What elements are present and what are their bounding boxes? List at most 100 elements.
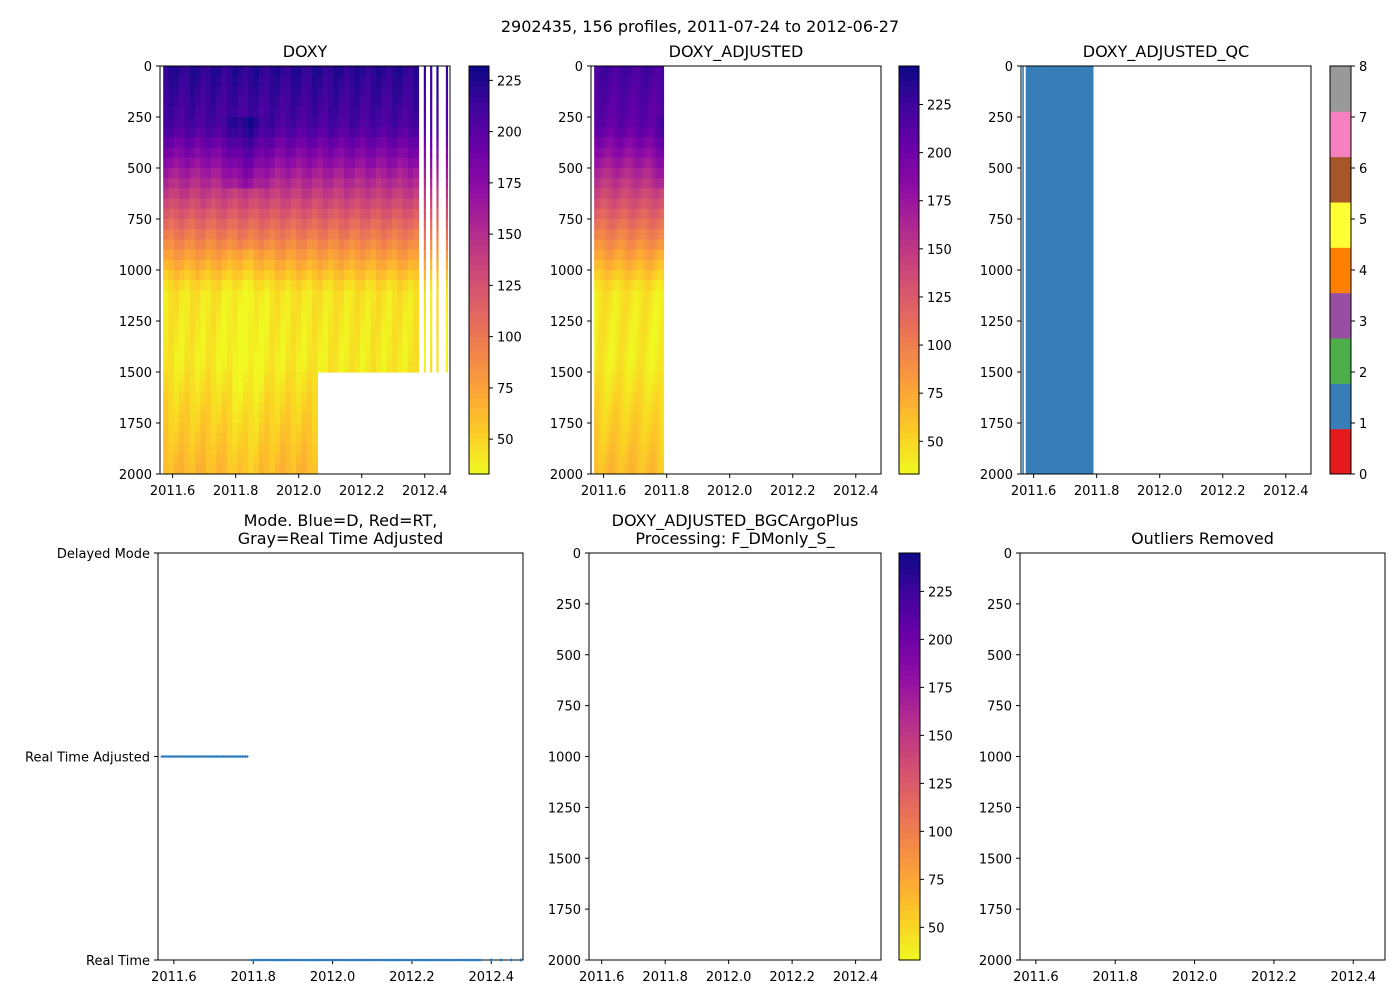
colorbar-segment [469,402,489,409]
heatmap-cell [656,300,659,312]
heatmap-cell [354,310,361,322]
heatmap-cell [612,259,615,271]
heatmap-cell [595,412,598,424]
heatmap-cell [625,321,628,332]
heatmap-cell [612,280,615,291]
heatmap-cell [620,361,623,373]
heatmap-cell [226,198,233,210]
heatmap-cell [659,249,662,261]
heatmap-cell [595,361,598,373]
heatmap-cell [643,310,646,322]
heatmap-cell [290,433,297,444]
heatmap-cell [375,86,382,98]
heatmap-cell [617,249,620,261]
heatmap-cell [359,76,366,87]
heatmap-cell [386,168,393,179]
heatmap-cell [643,392,646,404]
y-tick-label: 250 [556,598,581,613]
heatmap-cell [604,86,607,98]
heatmap-cell [651,117,654,128]
heatmap-cell [306,96,313,108]
heatmap-cell [646,453,649,465]
heatmap-cell [650,423,653,434]
heatmap-cell [189,280,196,291]
heatmap-cell [654,361,657,373]
colorbar-segment [899,766,920,773]
heatmap-cell [344,331,350,342]
colorbar-segment [899,919,920,925]
heatmap-cell [654,423,657,434]
y-tick-label: Delayed Mode [57,547,150,562]
heatmap-cell [189,290,196,302]
heatmap-cell [657,147,660,159]
heatmap-cell [633,249,636,261]
heatmap-cell [633,219,636,230]
heatmap-cell [195,290,201,302]
heatmap-cell [599,331,602,342]
mode-point [366,958,369,962]
colorbar-segment [899,244,919,251]
heatmap-cell [312,106,319,118]
heatmap-cell [660,127,663,138]
heatmap-cell [627,412,630,424]
heatmap-cell [359,137,366,149]
y-tick-label: 0 [573,547,581,562]
heatmap-cell [264,147,271,159]
heatmap-cell [653,147,656,159]
colorbar-segment [899,76,919,82]
heatmap-cell [386,117,393,128]
heatmap-cell [647,321,650,332]
heatmap-cell [643,453,646,465]
heatmap-cell [610,351,613,363]
heatmap-cell [359,188,366,200]
colorbar-segment [899,664,920,671]
heatmap-cell [660,280,663,291]
heatmap-cell [614,249,617,261]
heatmap-cell [636,147,639,159]
heatmap-cell [631,382,634,393]
heatmap-cell [200,433,207,444]
heatmap-cell [653,270,656,281]
heatmap-cell [301,453,308,465]
heatmap-cell [623,178,626,189]
heatmap-cell [607,382,610,393]
heatmap-cell [386,157,393,169]
heatmap-cell [184,127,191,138]
x-tick-label: 2012.4 [402,484,448,499]
mode-point [489,958,493,962]
heatmap-cell [610,392,613,404]
heatmap-cell [237,137,244,149]
heatmap-cell [630,96,633,108]
heatmap-cell [312,300,319,312]
heatmap-cell [599,117,602,128]
heatmap-cell [173,96,180,108]
colorbar-segment [899,326,919,332]
heatmap-cell [184,117,191,128]
heatmap-cell [650,351,653,363]
heatmap-cell [333,331,340,342]
heatmap-cell [349,310,356,322]
heatmap-cell [370,147,377,159]
heatmap-cell [646,402,649,414]
colorbar-segment [899,178,919,184]
heatmap-cell [242,157,249,169]
colorbar-segment [899,219,919,225]
heatmap-cell [354,66,361,77]
heatmap-cell [657,270,660,281]
heatmap-cell [184,280,191,291]
heatmap-cell [621,147,624,159]
heatmap-cell [397,249,404,261]
heatmap-cell [624,382,627,393]
heatmap-cell [296,433,303,444]
heatmap-cell [381,76,388,87]
colorbar-segment [899,639,920,646]
heatmap-cell [607,372,610,383]
heatmap-cell [621,423,624,434]
heatmap-cell [597,392,600,404]
heatmap-cell [634,310,637,322]
heatmap-cell [195,188,201,200]
heatmap-cell [290,321,297,332]
heatmap-cell [221,280,228,291]
heatmap-cell [641,249,644,261]
heatmap-cell [627,239,630,251]
